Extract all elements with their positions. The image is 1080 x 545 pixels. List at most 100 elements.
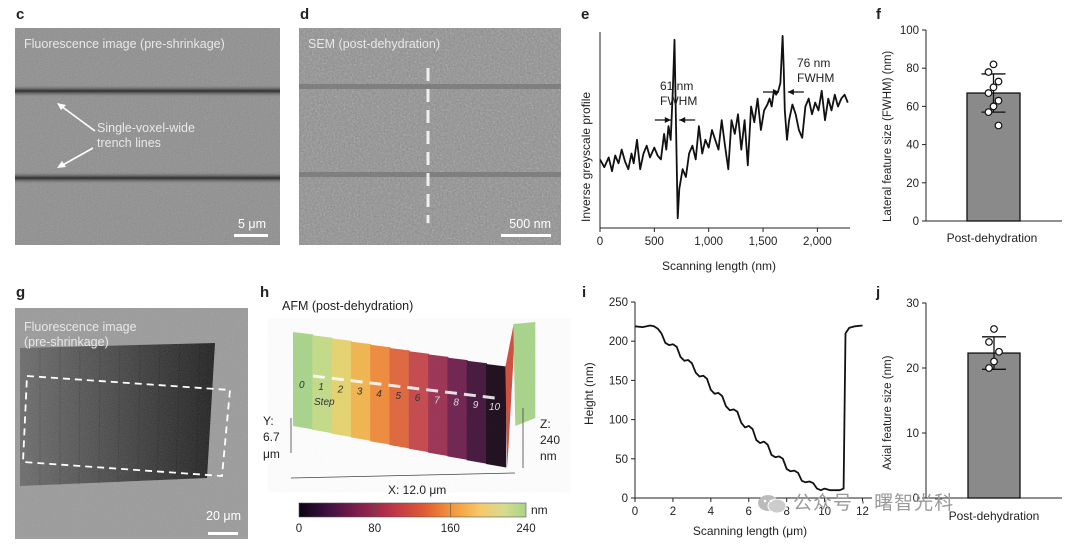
sem-image-d: SEM (post-dehydration) 500 nm — [299, 28, 561, 245]
ytick-label-j: 10 — [906, 428, 919, 440]
data-point-f — [984, 89, 993, 97]
afm-surface — [293, 322, 545, 477]
panel-label-g: g — [16, 284, 26, 301]
ytick-label-f: 60 — [906, 101, 919, 113]
colorbar — [298, 502, 527, 518]
cb-tick-160: 160 — [441, 523, 460, 535]
annotation-line-2: trench lines — [97, 136, 161, 150]
bar-f — [966, 92, 1021, 222]
y-dim-3: μm — [263, 447, 280, 461]
step-number-5: 5 — [396, 391, 402, 402]
ytick-label-i: 150 — [609, 375, 628, 387]
ytick-label-f: 100 — [900, 25, 919, 37]
annotation-line-1: Single-voxel-wide — [97, 121, 195, 135]
data-point-j — [985, 338, 993, 346]
region-dashed-box — [22, 375, 231, 477]
fluorescence-image-g: Fluorescence image (pre-shrinkage) 20 μm — [15, 308, 248, 539]
panel-g-title-2: (pre-shrinkage) — [24, 335, 109, 349]
ytick-label-j: 30 — [906, 298, 919, 310]
ytick-label-j: 20 — [906, 363, 919, 375]
chart-j: 0 10 20 30 Axial feature size (nm) Post-deh… — [882, 298, 1062, 523]
data-point-j — [985, 364, 993, 372]
fwhm-arrowhead — [679, 117, 686, 123]
xlabel-e: Scanning length (nm) — [662, 259, 776, 273]
data-point-f — [989, 83, 998, 92]
ylabel-i: Height (nm) — [582, 362, 596, 425]
data-point-j — [990, 357, 998, 366]
step-word: Step — [314, 397, 335, 408]
cb-tick-0: 0 — [296, 523, 302, 535]
chart-f: 0 20 40 60 80 100 Lateral feature size (FWHM)… — [882, 25, 1062, 245]
afm-3d-plot: 0 1 2 3 4 5 6 7 8 9 10 Step Y: 6.7 μm Z: 240 nm X:… — [263, 322, 560, 535]
y-dim-1: Y: — [263, 414, 274, 428]
profile-line-e — [599, 35, 849, 220]
xtick-label-e: 1,500 — [749, 236, 778, 248]
ytick-label-i: 200 — [609, 336, 628, 348]
step-number-9: 9 — [473, 400, 479, 411]
panel-label-i: i — [582, 284, 587, 301]
ytick-label-f: 40 — [906, 140, 919, 152]
trench-line-bottom — [15, 172, 280, 184]
wechat-icon — [757, 493, 787, 515]
panel-label-j: j — [876, 284, 881, 301]
chart-i: 0 50 100 150 200 250 0 2 4 6 8 10 12 Height (nm) Sca… — [582, 297, 872, 538]
ylabel-e: Inverse greyscale profile — [579, 92, 593, 222]
data-point-f — [994, 77, 1003, 86]
step-number-3: 3 — [357, 387, 363, 398]
panel-label-e: e — [581, 6, 590, 23]
ytick-label-f: 20 — [906, 178, 919, 190]
ytick-label-j: 0 — [913, 493, 919, 505]
panel-label-d: d — [300, 6, 310, 23]
fwhm-right-1: 76 nm — [797, 56, 830, 70]
step-number-1: 1 — [318, 382, 324, 393]
panel-g-title-1: Fluorescence image — [24, 320, 137, 334]
panel-g-title: Fluorescence image (pre-shrinkage) — [24, 320, 137, 350]
xtick-label-i: 12 — [856, 506, 869, 518]
xtick-label-e: 500 — [645, 236, 664, 248]
trench-annotation: Single-voxel-wide trench lines — [97, 121, 195, 151]
ytick-label-f: 80 — [906, 63, 919, 75]
data-point-f — [984, 68, 993, 76]
ylabel-f: Lateral feature size (FWHM) (nm) — [882, 51, 894, 222]
xtick-label-i: 8 — [783, 506, 789, 518]
xtick-label-i: 6 — [746, 506, 752, 518]
step-number-2: 2 — [337, 384, 344, 395]
cb-tick-240: 240 — [516, 523, 535, 535]
step-number-8: 8 — [453, 398, 459, 409]
arrow-top — [60, 105, 96, 132]
data-point-f — [989, 102, 998, 111]
fwhm-right-2: FWHM — [797, 71, 834, 85]
data-point-f — [994, 96, 1003, 105]
arrow-bottom — [60, 147, 94, 167]
step-number-10: 10 — [489, 402, 501, 413]
panel-d-title: SEM (post-dehydration) — [308, 37, 441, 51]
ytick-label-i: 250 — [609, 297, 628, 309]
panel-h-title: AFM (post-dehydration) — [282, 299, 414, 313]
data-point-f — [994, 121, 1003, 130]
watermark: 公众号 · 曙智光科 — [757, 488, 954, 515]
scale-bar-c — [234, 234, 268, 237]
fluorescence-texture-g — [15, 308, 248, 539]
z-dim-2: 240 — [540, 433, 560, 447]
height-profile-i — [634, 324, 863, 492]
trench-line-top — [15, 85, 280, 97]
xtick-label-e: 1,000 — [694, 236, 723, 248]
ytick-label-i: 0 — [622, 493, 628, 505]
data-point-j — [990, 325, 998, 333]
scale-text-g: 20 μm — [206, 509, 241, 523]
panel-label-f: f — [876, 6, 881, 23]
fwhm-arrowhead — [787, 89, 794, 95]
scale-text-d: 500 nm — [509, 217, 551, 231]
fwhm-arrowhead — [664, 117, 671, 123]
step-number-7: 7 — [434, 395, 440, 406]
xtick-label-i: 0 — [632, 506, 638, 518]
data-point-f — [989, 60, 998, 69]
z-dim-1: Z: — [540, 417, 551, 431]
watermark-text: 公众号 · 曙智光科 — [793, 492, 955, 514]
bar-j — [967, 352, 1021, 499]
scale-bar-g — [208, 532, 238, 535]
fwhm-arrowhead — [772, 89, 779, 95]
afm-texture — [293, 322, 545, 477]
xtick-label-i: 10 — [818, 506, 831, 518]
fwhm-left-2: FWHM — [660, 94, 697, 108]
